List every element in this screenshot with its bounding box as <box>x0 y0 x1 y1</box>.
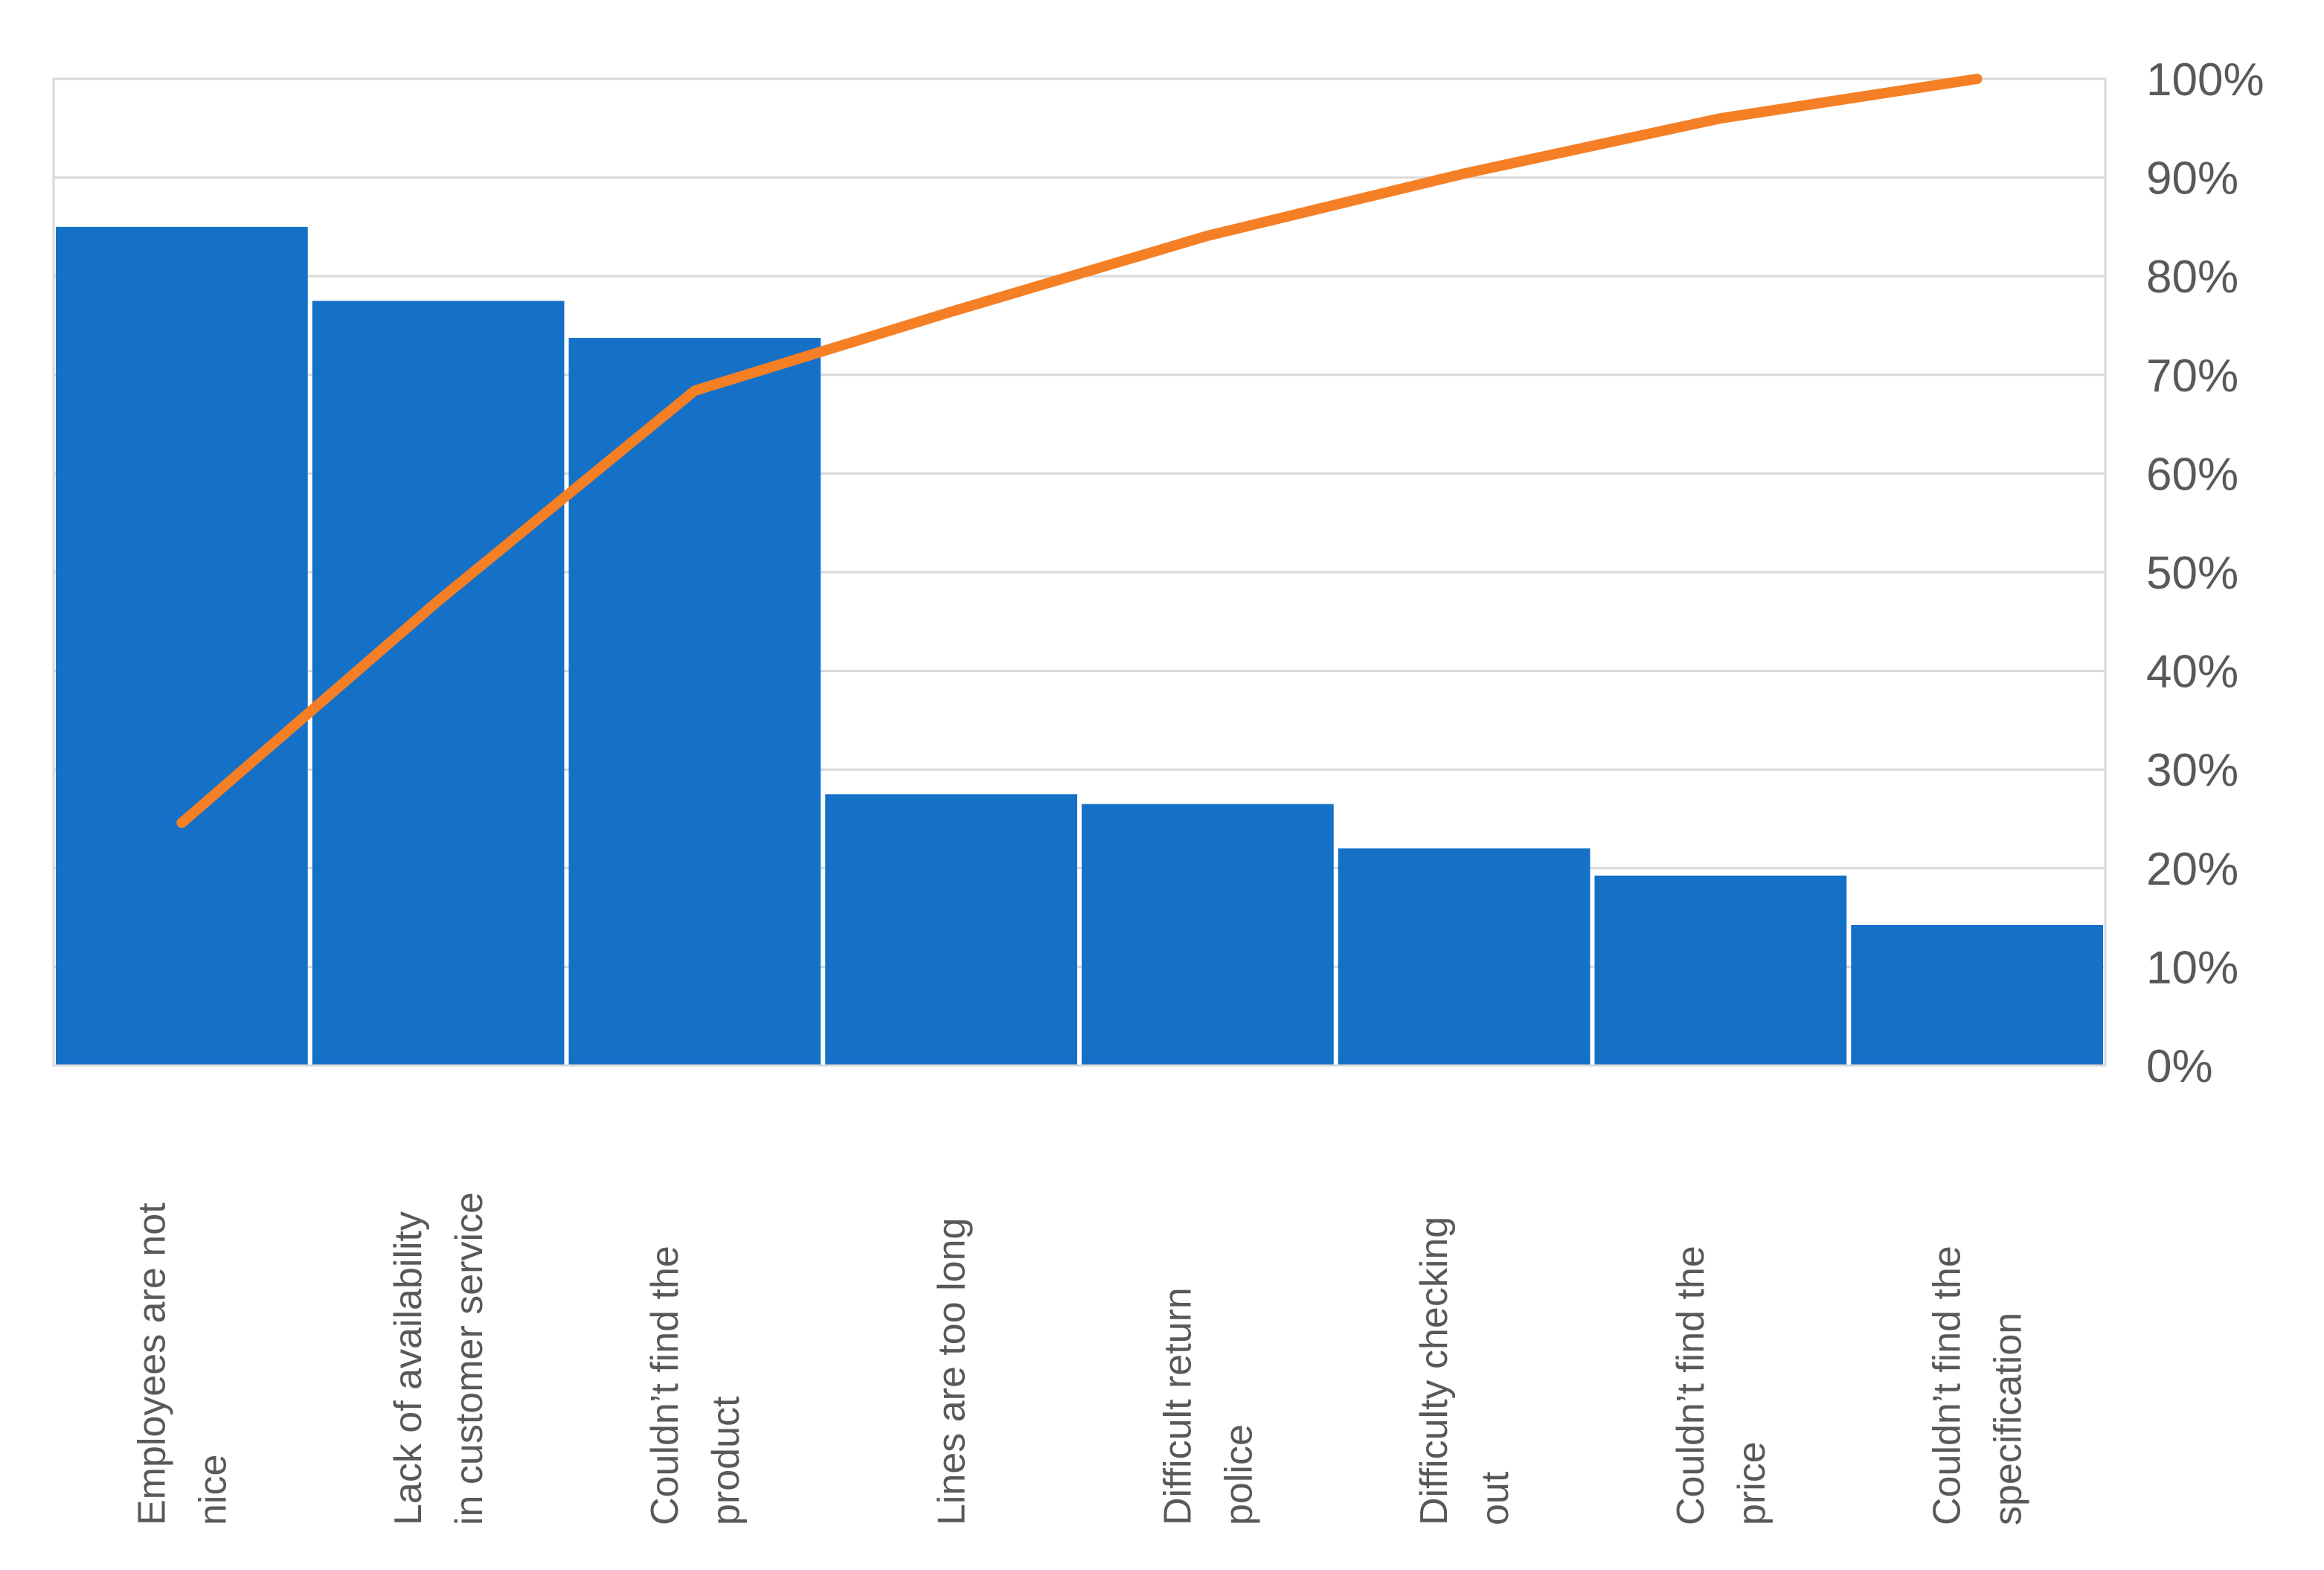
category-label-line: specification <box>1987 1313 2030 1525</box>
cumulative-percentage-line <box>176 74 1983 828</box>
category-labels: Employees are not nice Lack of availabilit… <box>130 1192 2029 1525</box>
line-point <box>437 600 439 601</box>
y2-tick-label: 40% <box>2146 647 2238 698</box>
line-point <box>1977 78 1978 80</box>
cumulative-line <box>176 74 1983 828</box>
bar <box>825 794 1077 1066</box>
category-label: Couldn’t find the product <box>643 1246 748 1525</box>
y2-tick-label: 50% <box>2146 548 2238 599</box>
line-point <box>181 822 182 824</box>
category-label-line: product <box>704 1396 748 1525</box>
category-label-line: price <box>1730 1441 1774 1525</box>
line-point <box>951 311 952 313</box>
bar <box>1082 804 1334 1066</box>
category-label-line: in customer service <box>448 1192 491 1525</box>
line-point <box>1463 173 1465 174</box>
category-label-line: Lack of availability <box>387 1211 430 1525</box>
category-label: Couldn’t find the specification <box>1926 1246 2030 1525</box>
y2-tick-label: 10% <box>2146 942 2238 993</box>
y2-tick-label: 0% <box>2146 1041 2213 1092</box>
y2-tick-label: 20% <box>2146 844 2238 895</box>
right-axis-tick-labels: 0% 10% 20% 30% 40% 50% 60% 70% 80% 90% 100% <box>2146 54 2264 1092</box>
line-point <box>1207 235 1208 237</box>
y2-tick-label: 90% <box>2146 153 2238 205</box>
bar <box>1851 925 2103 1066</box>
category-label-line: Employees are not <box>130 1202 173 1525</box>
category-label-line: Difficulty checking <box>1413 1217 1456 1525</box>
category-label: Difficult return police <box>1156 1287 1260 1525</box>
plot-area-border <box>52 77 2107 1067</box>
line-point <box>1720 118 1721 119</box>
bar <box>1594 875 1847 1066</box>
category-label-line: Couldn’t find the <box>1669 1246 1712 1525</box>
category-label-line: nice <box>191 1455 234 1525</box>
category-label: Lines are too long <box>931 1218 974 1525</box>
bar <box>568 338 821 1066</box>
y2-tick-label: 60% <box>2146 449 2238 500</box>
line-point <box>694 390 696 391</box>
y2-tick-label: 100% <box>2146 54 2264 106</box>
y2-tick-label: 70% <box>2146 350 2238 402</box>
category-label: Employees are not nice <box>130 1202 234 1525</box>
category-label-line: police <box>1217 1424 1260 1525</box>
category-label-line: Lines are too long <box>931 1218 974 1525</box>
bar <box>56 226 308 1066</box>
category-label-line: Difficult return <box>1156 1287 1199 1525</box>
category-label-line: Couldn’t find the <box>1926 1246 1969 1525</box>
category-label-line: out <box>1474 1471 1517 1525</box>
bar <box>1338 848 1590 1066</box>
category-label: Difficulty checking out <box>1413 1217 1517 1525</box>
bar <box>312 301 565 1066</box>
bars <box>56 226 2103 1066</box>
y2-tick-label: 80% <box>2146 251 2238 303</box>
category-label: Couldn’t find the price <box>1669 1246 1774 1525</box>
y2-tick-label: 30% <box>2146 745 2238 796</box>
category-label-line: Couldn’t find the <box>643 1246 687 1525</box>
category-label: Lack of availability in customer service <box>387 1192 491 1525</box>
